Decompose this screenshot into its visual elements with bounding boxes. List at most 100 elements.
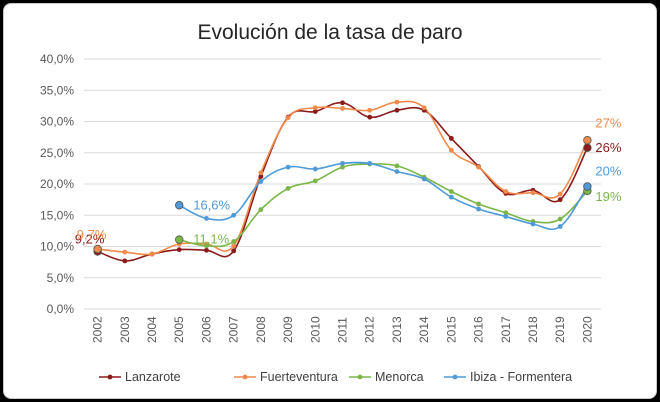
data-point bbox=[204, 215, 209, 221]
data-point bbox=[583, 182, 592, 191]
legend-label: Fuerteventura bbox=[260, 370, 338, 384]
data-point bbox=[448, 189, 454, 194]
x-tick-label: 2018 bbox=[526, 316, 540, 343]
x-tick-label: 2012 bbox=[363, 316, 377, 343]
chart-title: Evolución de la tasa de paro bbox=[197, 21, 462, 44]
legend-label: Ibiza - Formentera bbox=[470, 370, 572, 384]
data-point bbox=[583, 136, 592, 145]
data-point bbox=[175, 201, 184, 210]
data-point bbox=[285, 115, 291, 121]
data-label: 26% bbox=[595, 140, 621, 155]
data-point bbox=[175, 235, 184, 244]
data-point bbox=[557, 216, 563, 222]
data-label: 16,6% bbox=[193, 197, 230, 212]
x-tick-label: 2015 bbox=[444, 316, 458, 343]
data-point bbox=[285, 185, 291, 191]
data-point bbox=[340, 160, 345, 166]
x-tick-label: 2006 bbox=[199, 316, 213, 343]
series-lines bbox=[97, 100, 589, 262]
data-point bbox=[258, 174, 264, 179]
series-line bbox=[178, 161, 589, 231]
legend-label: Menorca bbox=[375, 370, 424, 384]
y-tick-label: 5,0% bbox=[47, 271, 75, 285]
data-point bbox=[312, 166, 318, 172]
data-label: 9,7% bbox=[77, 227, 107, 242]
x-tick-label: 2010 bbox=[308, 316, 322, 343]
x-tick-label: 2003 bbox=[118, 316, 132, 343]
data-point bbox=[258, 179, 264, 184]
y-tick-label: 10,0% bbox=[40, 240, 74, 254]
y-tick-label: 20,0% bbox=[40, 177, 74, 191]
data-point bbox=[204, 247, 209, 253]
data-point bbox=[312, 109, 318, 114]
data-label: 19% bbox=[595, 189, 621, 204]
data-point bbox=[448, 135, 454, 141]
data-point bbox=[340, 100, 345, 106]
data-point bbox=[312, 178, 318, 184]
data-point bbox=[340, 164, 345, 170]
data-point bbox=[557, 191, 563, 197]
data-label: 11,1% bbox=[193, 232, 229, 247]
x-tick-label: 2004 bbox=[145, 316, 159, 343]
legend: Lanzarote Fuerteventura Menorca Ibiza - For… bbox=[99, 370, 572, 384]
data-point bbox=[530, 221, 536, 227]
x-tick-label: 2005 bbox=[172, 316, 186, 343]
data-point bbox=[231, 248, 237, 254]
x-tick-label: 2011 bbox=[336, 317, 350, 343]
legend-marker bbox=[107, 374, 113, 380]
data-point bbox=[583, 143, 592, 152]
y-tick-label: 25,0% bbox=[40, 146, 74, 160]
x-tick-label: 2016 bbox=[472, 316, 486, 343]
gridlines bbox=[84, 58, 601, 310]
data-point bbox=[176, 247, 182, 253]
x-tick-label: 2019 bbox=[553, 316, 567, 343]
data-point bbox=[231, 243, 237, 249]
legend-marker bbox=[452, 374, 458, 380]
y-tick-label: 15,0% bbox=[40, 208, 74, 222]
data-point bbox=[503, 210, 509, 216]
data-point bbox=[503, 189, 509, 194]
legend-marker bbox=[357, 374, 363, 380]
x-tick-label: 2009 bbox=[281, 316, 295, 343]
series-points bbox=[93, 99, 592, 264]
x-axis-ticks: 2002 2003 2004 2005 2006 2007 2008 2009 2010 2011… bbox=[91, 316, 595, 343]
y-tick-label: 35,0% bbox=[40, 83, 74, 97]
data-label: 27% bbox=[595, 115, 621, 130]
data-point bbox=[367, 107, 373, 113]
x-tick-label: 2002 bbox=[91, 316, 105, 343]
legend-item: Lanzarote bbox=[99, 370, 181, 384]
x-tick-label: 2017 bbox=[499, 316, 513, 343]
data-point bbox=[122, 249, 128, 255]
data-point bbox=[93, 244, 102, 254]
data-point bbox=[231, 212, 237, 218]
data-point bbox=[258, 170, 264, 176]
data-point bbox=[285, 164, 291, 170]
x-tick-label: 2013 bbox=[390, 316, 404, 343]
data-point bbox=[367, 160, 373, 166]
legend-item: Menorca bbox=[349, 370, 424, 384]
data-point bbox=[421, 105, 427, 111]
data-point bbox=[476, 201, 481, 207]
data-point bbox=[448, 147, 454, 153]
data-point bbox=[231, 239, 237, 244]
data-label: 20% bbox=[595, 164, 621, 179]
series-line bbox=[97, 100, 589, 256]
y-axis-ticks: 0,0% 5,0% 10,0% 15,0% 20,0% 25,0% 30,0% 35,0% 40… bbox=[40, 52, 74, 316]
data-point bbox=[394, 163, 400, 169]
data-point bbox=[394, 99, 400, 105]
legend-marker bbox=[242, 374, 248, 380]
legend-item: Ibiza - Formentera bbox=[444, 370, 572, 384]
data-point bbox=[394, 107, 400, 113]
data-point bbox=[557, 224, 563, 229]
data-point bbox=[503, 214, 509, 219]
y-tick-label: 0,0% bbox=[47, 302, 75, 316]
data-point bbox=[312, 105, 318, 111]
line-chart: Evolución de la tasa de paro 0,0% 5,0% 10,… bbox=[40, 21, 622, 384]
data-point bbox=[530, 190, 536, 196]
data-point bbox=[476, 206, 481, 212]
data-labels: 9,2% 26% 9,7% 27% 11,1% 19% 16,6% 20% bbox=[75, 115, 622, 246]
y-tick-label: 40,0% bbox=[40, 52, 74, 66]
x-tick-label: 2014 bbox=[417, 316, 431, 343]
data-point bbox=[367, 114, 373, 120]
